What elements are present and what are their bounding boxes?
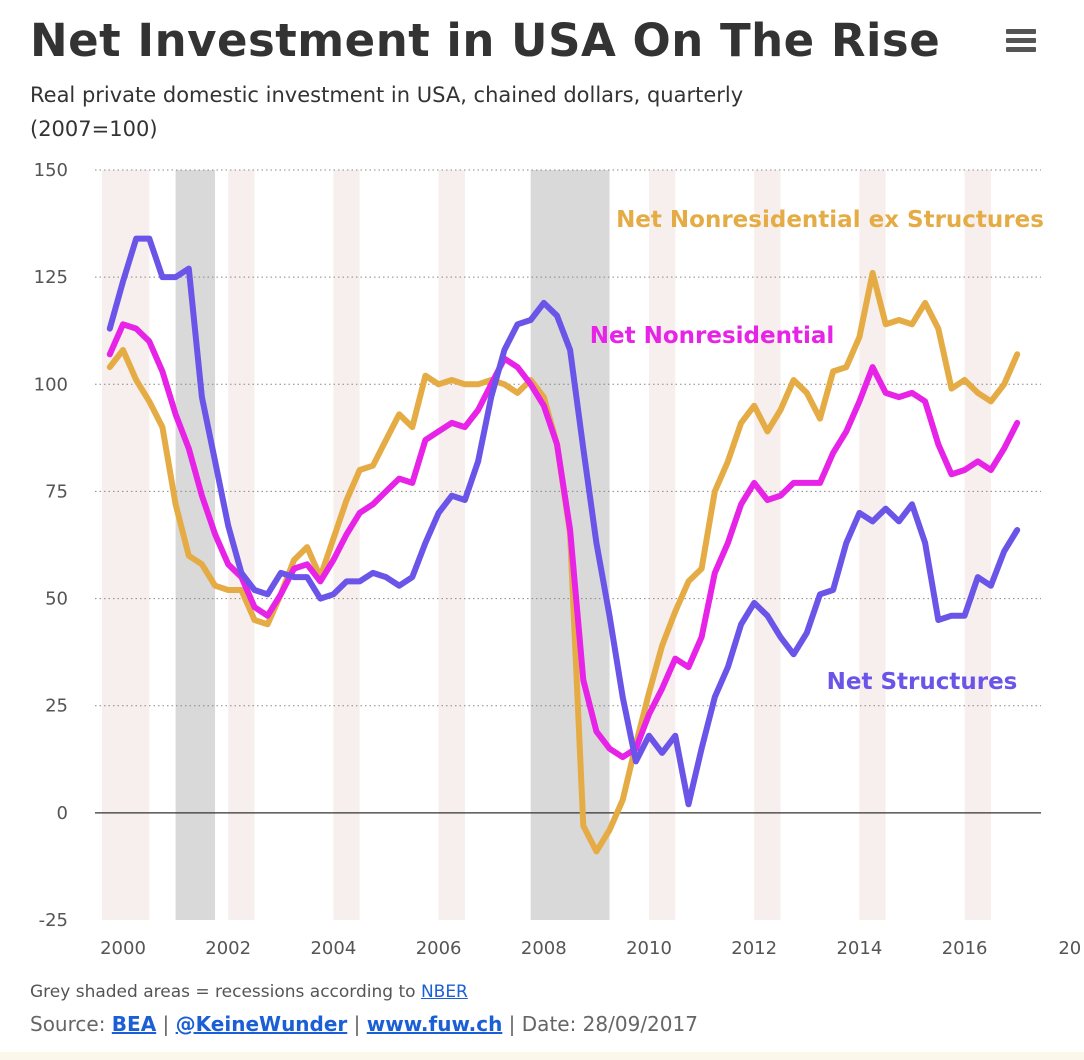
alternate-year-bands xyxy=(101,170,991,920)
x-tick-label: 2008 xyxy=(521,938,567,959)
x-tick-label: 2010 xyxy=(626,938,672,959)
y-tick-label: 100 xyxy=(34,374,68,395)
year-band xyxy=(438,170,465,920)
date-text: | Date: 28/09/2017 xyxy=(502,1012,698,1036)
series-line xyxy=(106,321,1021,761)
series-annotation: Net Structures xyxy=(827,669,1018,695)
website-link[interactable]: www.fuw.ch xyxy=(366,1012,503,1036)
series-line xyxy=(106,235,1021,808)
y-tick-label: -25 xyxy=(39,910,68,931)
x-axis-tick-labels: 2000 2002 2004 2006 2008 2010 2012 2014 2016 20 xyxy=(100,938,1081,959)
y-tick-label: 0 xyxy=(57,803,68,824)
line-chart: -25 0 25 50 75 100 125 150 2000 2002 2004 2006 2008… xyxy=(34,160,1082,959)
series-annotations: Net Nonresidential ex Structures Net Nonr… xyxy=(590,207,1044,695)
recession-note: Grey shaded areas = recessions according… xyxy=(30,982,468,1002)
nber-link[interactable]: NBER xyxy=(420,982,468,1002)
bea-link[interactable]: BEA xyxy=(111,1012,157,1036)
x-tick-label: 2016 xyxy=(942,938,988,959)
year-band xyxy=(754,170,781,920)
source-label: Source: xyxy=(30,1012,112,1036)
y-tick-label: 125 xyxy=(34,267,68,288)
y-tick-label: 50 xyxy=(45,589,68,610)
source-line: Source: BEA | @KeineWunder | www.fuw.ch … xyxy=(30,1012,698,1036)
year-band xyxy=(964,170,991,920)
series-annotation: Net Nonresidential xyxy=(590,323,835,349)
y-tick-label: 150 xyxy=(34,160,68,181)
x-tick-label: 2006 xyxy=(416,938,462,959)
x-tick-label: 2002 xyxy=(205,938,251,959)
x-tick-label: 2012 xyxy=(731,938,777,959)
x-tick-label: 2004 xyxy=(310,938,356,959)
x-tick-label: 20 xyxy=(1058,938,1081,959)
chart-title: Net Investment in USA On The Rise xyxy=(30,14,941,67)
chart-subtitle: Real private domestic investment in USA,… xyxy=(30,83,744,141)
separator: | xyxy=(347,1012,367,1036)
x-tick-label: 2000 xyxy=(100,938,146,959)
hamburger-menu-icon[interactable] xyxy=(1004,26,1038,54)
year-band xyxy=(101,170,150,920)
y-tick-label: 25 xyxy=(45,696,68,717)
twitter-link[interactable]: @KeineWunder xyxy=(175,1012,348,1036)
bottom-strip xyxy=(0,1052,1084,1060)
y-tick-label: 75 xyxy=(45,481,68,502)
recession-band xyxy=(175,170,216,920)
series-lines xyxy=(106,235,1021,855)
year-band xyxy=(649,170,676,920)
recession-note-text: Grey shaded areas = recessions according… xyxy=(30,982,421,1002)
series-annotation: Net Nonresidential ex Structures xyxy=(616,207,1044,233)
year-band xyxy=(333,170,360,920)
x-tick-label: 2014 xyxy=(836,938,882,959)
separator: | xyxy=(156,1012,176,1036)
y-axis-tick-labels: -25 0 25 50 75 100 125 150 xyxy=(34,160,68,931)
